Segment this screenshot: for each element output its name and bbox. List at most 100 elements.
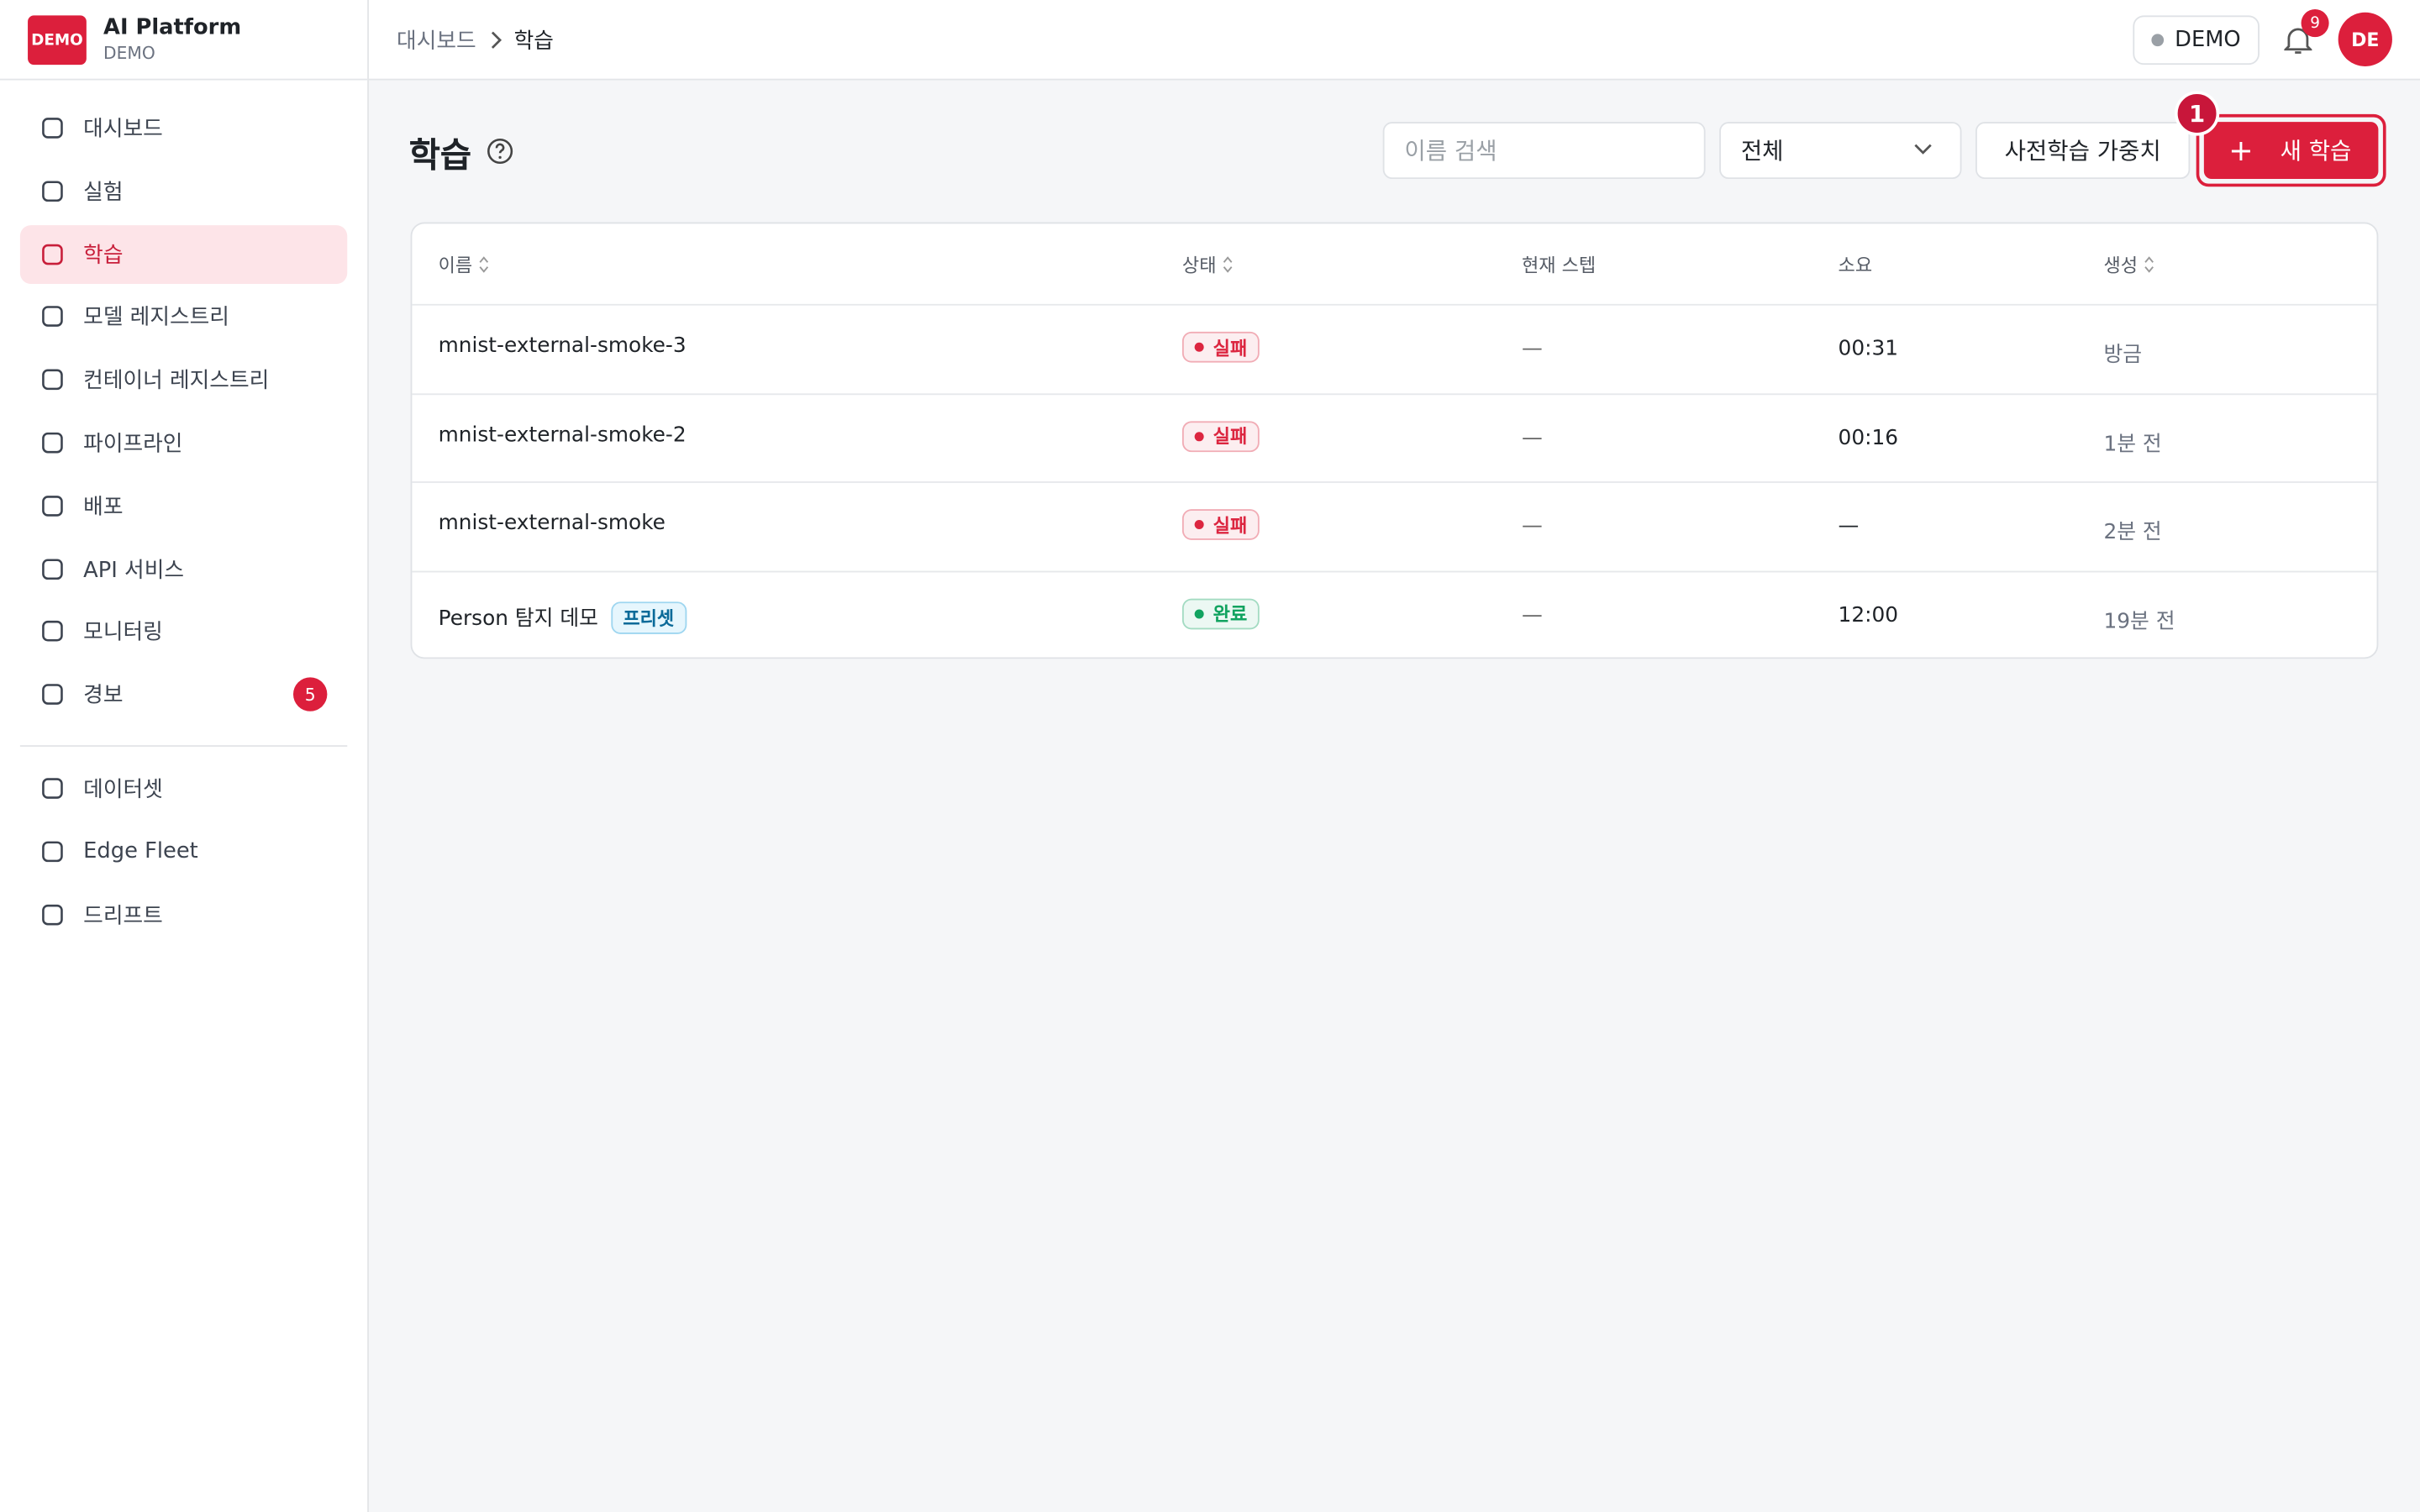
env-switch[interactable]: DEMO	[2133, 15, 2260, 66]
nav-item[interactable]: 배포	[20, 476, 347, 535]
status-pill: 실패	[1181, 509, 1260, 540]
notification-count: 9	[2301, 9, 2329, 38]
nav-label: 학습	[83, 243, 124, 268]
nav-item[interactable]: 학습	[19, 224, 348, 284]
created-cell: 2분 전	[2103, 519, 2162, 545]
bell-icon[interactable]	[2284, 24, 2312, 55]
avatar[interactable]: DE	[2338, 12, 2392, 66]
nav-label: Edge Fleet	[83, 838, 198, 864]
created-cell: 1분 전	[2103, 431, 2162, 456]
name-cell: mnist-external-smoke	[439, 511, 666, 535]
table-row[interactable]: mnist-external-smoke-2 실패 — 00:16 1분 전	[412, 392, 2377, 482]
run-name: mnist-external-smoke-2	[438, 422, 687, 447]
column-label: 생성	[2103, 255, 2139, 276]
nav-item[interactable]: 컨테이너 레지스트리	[20, 350, 347, 409]
nav-item[interactable]: 실험	[20, 161, 347, 220]
column-label: 소요	[1838, 255, 1873, 276]
run-name: mnist-external-smoke-3	[438, 333, 687, 359]
table-row[interactable]: Person 탐지 데모 프리셋 완료 — 12:00 19분 전	[412, 570, 2377, 658]
step-cell: —	[1522, 425, 1543, 450]
brand: AI Platform	[103, 15, 242, 40]
column-header[interactable]: 이름	[439, 251, 490, 277]
table: 이름 상태 현재 스텝 소요 생성 mnist-external-smoke-3 실패 — 00…	[410, 222, 2379, 659]
run-name: Person 탐지 데모	[438, 605, 598, 631]
nav-label: 실험	[83, 180, 124, 205]
topbar: 대시보드 학습	[368, 0, 2420, 81]
column-header[interactable]: 생성	[2103, 251, 2154, 277]
nav-item[interactable]: 드리프트	[20, 885, 347, 944]
step-cell: —	[1522, 513, 1543, 539]
nav-icon	[42, 244, 63, 265]
nav-item[interactable]: API 서비스	[20, 539, 347, 598]
nav-label: 데이터셋	[83, 777, 163, 803]
tour-step: 1	[2174, 91, 2220, 136]
status-label: 실패	[1213, 425, 1248, 448]
nav-item[interactable]: 모델 레지스트리	[20, 287, 347, 346]
chevron	[491, 31, 502, 49]
step-cell: —	[1522, 602, 1543, 627]
column-header: 소요	[1839, 251, 1873, 277]
filter-value: 전체	[1740, 137, 1784, 165]
status-pill: 실패	[1181, 420, 1260, 452]
step-cell: —	[1522, 336, 1543, 361]
nav-icon	[42, 841, 63, 862]
nav-item[interactable]: Edge Fleet	[20, 822, 347, 881]
nav-item[interactable]: 모니터링	[20, 602, 347, 661]
column-header[interactable]: 상태	[1182, 251, 1234, 277]
logo: DEMO	[28, 15, 87, 66]
new-training-button[interactable]: 새 학습	[2196, 113, 2386, 187]
search-input[interactable]: 이름 검색	[1382, 122, 1706, 180]
nav-label: 드리프트	[83, 903, 163, 928]
nav-item[interactable]: 경보 5	[20, 665, 347, 724]
status-filter[interactable]: 전체	[1719, 122, 1962, 180]
column-label: 이름	[438, 255, 473, 276]
status-label: 실패	[1213, 514, 1248, 537]
nav-icon	[42, 684, 63, 706]
nav-icon	[42, 621, 63, 643]
duration-cell: 00:31	[1838, 336, 1899, 361]
button-label: 새 학습	[2280, 137, 2352, 165]
duration-cell: 12:00	[1838, 602, 1899, 627]
status-pill: 실패	[1181, 331, 1260, 363]
status-pill: 완료	[1181, 597, 1260, 629]
name-cell: Person 탐지 데모 프리셋	[439, 600, 687, 633]
breadcrumb: 학습	[513, 29, 554, 55]
sidebar: DEMO AI Platform DEMO 대시보드 실험 학습 모델 레지스트리 컨테…	[0, 0, 369, 1512]
name-cell: mnist-external-smoke-2	[439, 422, 687, 446]
divider	[0, 78, 368, 81]
run-name: mnist-external-smoke	[438, 510, 666, 536]
nav-label: 대시보드	[83, 117, 163, 142]
nav-icon	[42, 495, 63, 517]
nav-label: 컨테이너 레지스트리	[83, 369, 270, 394]
nav-badge: 5	[292, 677, 328, 712]
divider	[19, 745, 348, 747]
breadcrumb[interactable]: 대시보드	[397, 29, 476, 55]
env-label: DEMO	[2175, 28, 2241, 53]
help-icon[interactable]	[487, 137, 514, 165]
duration-cell: 00:16	[1838, 425, 1899, 450]
nav-label: 모니터링	[83, 621, 163, 646]
column-label: 현재 스텝	[1522, 255, 1597, 276]
created-cell: 19분 전	[2103, 608, 2175, 633]
nav-icon	[42, 904, 63, 925]
page-title: 학습	[408, 137, 472, 176]
nav-icon	[42, 181, 63, 202]
nav-icon	[42, 778, 63, 799]
column-header: 현재 스텝	[1522, 251, 1596, 277]
name-cell: mnist-external-smoke-3	[439, 333, 687, 358]
table-row[interactable]: mnist-external-smoke 실패 — — 2분 전	[412, 481, 2377, 571]
nav-label: 파이프라인	[83, 432, 183, 457]
nav-item[interactable]: 파이프라인	[20, 413, 347, 472]
table-row[interactable]: mnist-external-smoke-3 실패 — 00:31 방금	[412, 303, 2377, 394]
column-label: 상태	[1181, 255, 1217, 276]
nav-icon	[42, 369, 63, 391]
preset-tag: 프리셋	[610, 601, 687, 633]
nav-label: 경보	[83, 684, 124, 709]
status-label: 완료	[1213, 603, 1248, 625]
nav-item[interactable]: 대시보드	[20, 99, 347, 158]
nav-icon	[42, 306, 63, 328]
nav-item[interactable]: 데이터셋	[20, 759, 347, 818]
duration-cell: —	[1838, 513, 1860, 539]
pretrained-button[interactable]: 사전학습 가중치	[1975, 122, 2191, 180]
